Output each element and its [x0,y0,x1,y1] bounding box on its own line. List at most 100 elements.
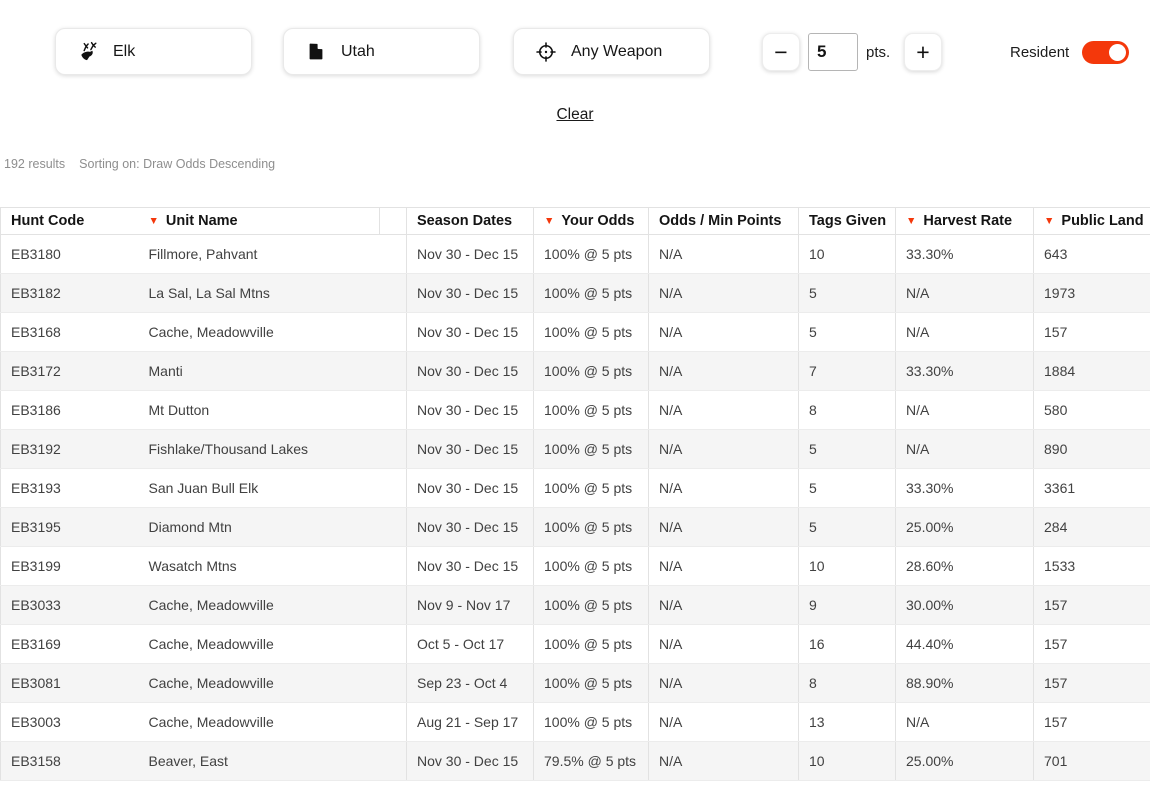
cell-harvest: N/A [895,702,1034,742]
cell-season: Nov 30 - Dec 15 [406,468,534,508]
cell-odds: 100% @ 5 pts [533,507,649,547]
cell-harvest: 88.90% [895,663,1034,703]
species-filter-button[interactable]: Elk [55,28,252,75]
cell-season: Nov 30 - Dec 15 [406,546,534,586]
cell-code: EB3172 [0,351,141,391]
column-header-tags[interactable]: Tags Given [798,207,896,235]
table-row[interactable]: EB3003 Cache, Meadowville Aug 21 - Sep 17 1… [0,702,1150,742]
table-row[interactable]: EB3192 Fishlake/Thousand Lakes Nov 30 - De… [0,429,1150,469]
table-row[interactable]: EB3172 Manti Nov 30 - Dec 15 100% @ 5 pts N/… [0,351,1150,391]
column-header-public[interactable]: ▼ Public Land [1033,207,1150,235]
column-header-harvest[interactable]: ▼ Harvest Rate [895,207,1034,235]
column-header-label: Unit Name [165,213,238,229]
cell-season: Nov 30 - Dec 15 [406,741,534,781]
cell-harvest: N/A [895,273,1034,313]
table-row[interactable]: EB3195 Diamond Mtn Nov 30 - Dec 15 100% @ 5… [0,507,1150,547]
cell-odds: 100% @ 5 pts [533,390,649,430]
table-row[interactable]: EB3193 San Juan Bull Elk Nov 30 - Dec 15 10… [0,468,1150,508]
cell-tags: 16 [798,624,896,664]
cell-odds: 100% @ 5 pts [533,468,649,508]
cell-odds: 100% @ 5 pts [533,624,649,664]
cell-oddsmin: N/A [648,663,799,703]
resident-toggle[interactable] [1082,41,1130,64]
cell-public: 1533 [1033,546,1150,586]
cell-oddsmin: N/A [648,273,799,313]
column-header-label: Harvest Rate [923,213,1013,229]
cell-oddsmin: N/A [648,234,799,274]
cell-public: 643 [1033,234,1150,274]
points-unit-label: pts. [866,44,891,61]
cell-unit: Beaver, East [140,741,407,781]
points-decrement-button[interactable]: − [762,33,800,71]
sorting-status: Sorting on: Draw Odds Descending [79,157,276,171]
elk-icon [76,40,100,63]
cell-oddsmin: N/A [648,390,799,430]
sort-desc-icon: ▼ [1044,215,1055,227]
points-input[interactable] [808,33,858,71]
state-filter-button[interactable]: Utah [283,28,480,75]
resident-label: Resident [1010,44,1070,61]
table-row[interactable]: EB3180 Fillmore, Pahvant Nov 30 - Dec 15 10… [0,234,1150,274]
cell-tags: 10 [798,741,896,781]
cell-season: Nov 30 - Dec 15 [406,390,534,430]
cell-unit: Manti [140,351,407,391]
cell-oddsmin: N/A [648,468,799,508]
cell-public: 701 [1033,741,1150,781]
table-row[interactable]: EB3033 Cache, Meadowville Nov 9 - Nov 17 10… [0,585,1150,625]
cell-tags: 8 [798,663,896,703]
cell-oddsmin: N/A [648,585,799,625]
cell-unit: Mt Dutton [140,390,407,430]
column-header-season[interactable]: Season Dates [406,207,534,235]
cell-odds: 100% @ 5 pts [533,663,649,703]
table-row[interactable]: EB3168 Cache, Meadowville Nov 30 - Dec 15 1… [0,312,1150,352]
cell-unit: San Juan Bull Elk [140,468,407,508]
cell-tags: 13 [798,702,896,742]
cell-season: Nov 30 - Dec 15 [406,273,534,313]
table-row[interactable]: EB3199 Wasatch Mtns Nov 30 - Dec 15 100% @ … [0,546,1150,586]
cell-code: EB3186 [0,390,141,430]
cell-code: EB3081 [0,663,141,703]
cell-tags: 5 [798,429,896,469]
cell-season: Nov 30 - Dec 15 [406,312,534,352]
cell-season: Sep 23 - Oct 4 [406,663,534,703]
cell-season: Oct 5 - Oct 17 [406,624,534,664]
cell-code: EB3193 [0,468,141,508]
table-row[interactable]: EB3186 Mt Dutton Nov 30 - Dec 15 100% @ 5 p… [0,390,1150,430]
cell-unit: Cache, Meadowville [140,702,407,742]
column-header-odds[interactable]: ▼ Your Odds [533,207,649,235]
table-row[interactable]: EB3081 Cache, Meadowville Sep 23 - Oct 4 10… [0,663,1150,703]
cell-oddsmin: N/A [648,429,799,469]
clear-filters-link[interactable]: Clear [556,106,594,123]
cell-odds: 100% @ 5 pts [533,702,649,742]
cell-unit: Cache, Meadowville [140,312,407,352]
cell-unit: Fishlake/Thousand Lakes [140,429,407,469]
cell-odds: 100% @ 5 pts [533,351,649,391]
cell-code: EB3195 [0,507,141,547]
table-row[interactable]: EB3169 Cache, Meadowville Oct 5 - Oct 17 10… [0,624,1150,664]
cell-harvest: 33.30% [895,351,1034,391]
column-header-label: Odds / Min Points [659,213,782,229]
sort-desc-icon: ▼ [544,215,555,227]
column-header-unit[interactable]: ▼ Unit Name [140,207,380,235]
cell-odds: 100% @ 5 pts [533,234,649,274]
weapon-filter-button[interactable]: Any Weapon [513,28,710,75]
cell-public: 157 [1033,312,1150,352]
cell-season: Aug 21 - Sep 17 [406,702,534,742]
cell-harvest: N/A [895,312,1034,352]
toggle-knob [1109,44,1127,61]
cell-season: Nov 30 - Dec 15 [406,351,534,391]
cell-unit: Wasatch Mtns [140,546,407,586]
cell-tags: 5 [798,312,896,352]
column-header-code[interactable]: Hunt Code [0,207,141,235]
cell-season: Nov 30 - Dec 15 [406,429,534,469]
table-row[interactable]: EB3182 La Sal, La Sal Mtns Nov 30 - Dec 15… [0,273,1150,313]
cell-code: EB3003 [0,702,141,742]
cell-unit: La Sal, La Sal Mtns [140,273,407,313]
points-increment-button[interactable]: + [904,33,942,71]
cell-public: 284 [1033,507,1150,547]
cell-oddsmin: N/A [648,741,799,781]
table-row[interactable]: EB3158 Beaver, East Nov 30 - Dec 15 79.5% @… [0,741,1150,781]
column-header-label: Public Land [1061,213,1144,229]
cell-harvest: 33.30% [895,468,1034,508]
column-header-oddsmin[interactable]: Odds / Min Points [648,207,799,235]
